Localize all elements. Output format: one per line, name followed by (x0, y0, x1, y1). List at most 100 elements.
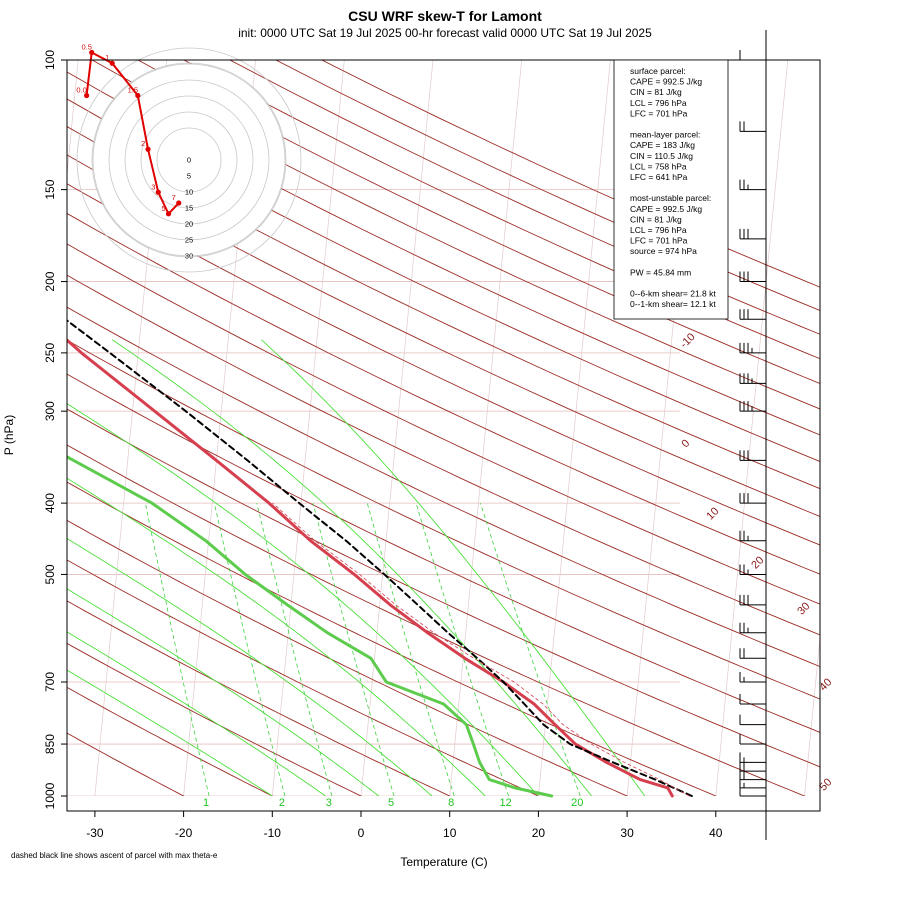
info-line: source = 974 hPa (630, 246, 697, 256)
wind-barb (739, 622, 766, 634)
moist-adiabat-line (67, 403, 539, 796)
clipped-background (67, 60, 900, 796)
x-tick-label: -10 (264, 826, 282, 840)
wind-barb (739, 564, 766, 575)
moist-adiabat-line (67, 538, 433, 796)
moist-adiabat-line (67, 669, 273, 796)
wind-barb (739, 752, 766, 763)
x-tick-label: 20 (532, 826, 546, 840)
info-line: LFC = 701 hPa (630, 108, 688, 118)
hodograph-ring-label: 10 (185, 188, 193, 197)
y-tick-label: 400 (43, 493, 57, 513)
isotherm-line (271, 60, 345, 796)
wind-barb (739, 648, 766, 659)
mixing-ratio-line (415, 502, 509, 796)
info-line: most-unstable parcel: (630, 193, 711, 203)
wind-barb (739, 714, 766, 726)
hodograph-point (84, 92, 90, 99)
hodograph-ring-label: 5 (187, 172, 191, 181)
mixing-ratio-line (480, 502, 581, 796)
x-axis-label: Temperature (C) (400, 855, 487, 869)
mixing-ratio-label: 8 (448, 797, 454, 809)
x-tick-label: 40 (709, 826, 723, 840)
info-line: LCL = 796 hPa (630, 98, 687, 108)
info-line: LCL = 796 hPa (630, 225, 687, 235)
dry-adiabat-line (67, 274, 820, 636)
y-tick-label: 500 (43, 564, 57, 584)
hodograph-ring (108, 79, 270, 241)
x-tick-label: 0 (358, 826, 365, 840)
wind-barb (739, 271, 766, 283)
hodograph-point (176, 200, 182, 206)
mixing-ratio-label: 3 (326, 797, 332, 809)
chart-title: CSU WRF skew-T for Lamont (348, 8, 542, 24)
wind-barb (739, 228, 766, 240)
y-axis-label: P (hPa) (2, 415, 16, 455)
isotherm-line (804, 634, 820, 796)
isotherm-line (893, 60, 900, 796)
mixing-ratio-line (366, 502, 455, 796)
hodograph-ring-label: 30 (185, 252, 193, 261)
wind-barb (739, 694, 766, 705)
hodograph-point (165, 211, 172, 217)
info-line: CIN = 81 J/kg (630, 214, 682, 224)
hodograph-ring-label: 15 (185, 204, 193, 213)
mixing-ratio-line (145, 503, 210, 796)
y-tick-label: 850 (43, 734, 57, 754)
hodograph-ring-label: 0 (187, 156, 191, 165)
dry-adiabat-line (67, 183, 820, 546)
mixing-ratio-line (312, 503, 395, 796)
isotherm-label: 10 (704, 505, 721, 522)
isotherm-label: 0 (679, 437, 692, 450)
y-tick-label: 1000 (43, 782, 57, 809)
wind-barb (739, 734, 766, 745)
info-line: CAPE = 992.5 J/kg (630, 204, 702, 214)
hodograph-ring (91, 62, 287, 258)
info-line: mean-layer parcel: (630, 130, 700, 140)
dry-adiabat-line (67, 686, 274, 796)
hodograph-point-label: 3 (151, 182, 155, 191)
hodograph-ring (156, 127, 222, 193)
x-tick-label: 10 (443, 826, 457, 840)
wind-barb (739, 594, 766, 606)
y-tick-label: 100 (43, 50, 57, 70)
dry-adiabat-line (67, 71, 820, 436)
moist-adiabat-line (261, 339, 646, 796)
info-line: CIN = 81 J/kg (630, 87, 682, 97)
dry-adiabat-line (67, 559, 540, 796)
dry-adiabat-line (67, 339, 820, 700)
wind-barb (739, 671, 766, 683)
hodograph-point-label: 5 (161, 204, 165, 213)
dry-adiabat-line (320, 60, 820, 288)
isotherm-label: -10 (678, 331, 698, 351)
hodograph-point-label: 1 (105, 53, 109, 62)
wind-barb (739, 50, 766, 61)
dry-adiabat-line (67, 373, 820, 733)
plot-frame (66, 59, 821, 812)
wind-barb (739, 373, 766, 384)
profile-lines (67, 319, 693, 798)
hodograph-ring-label: 20 (185, 220, 193, 229)
dry-adiabat-line (67, 642, 363, 796)
info-line: CAPE = 992.5 J/kg (630, 77, 702, 87)
hodograph-point-label: 7 (172, 193, 176, 202)
isotherm-line (538, 60, 611, 796)
dry-adiabat-line (183, 60, 820, 360)
hodograph-point (89, 49, 95, 56)
wind-barb (739, 493, 766, 504)
hodograph-ring (140, 111, 238, 209)
moist-adiabat-line (67, 588, 379, 796)
mixing-ratio-label: 1 (203, 797, 209, 809)
wind-barb (739, 530, 766, 542)
hodograph-ring-label: 25 (185, 236, 193, 245)
hodograph-point (155, 189, 161, 195)
dry-adiabat-line (67, 154, 820, 517)
hodograph-ring (124, 95, 254, 225)
info-line: LFC = 701 hPa (630, 236, 688, 246)
y-tick-label: 300 (43, 401, 57, 421)
isotherm-line (626, 60, 700, 796)
dry-adiabat-line (67, 481, 717, 796)
mixing-ratio-label: 5 (388, 797, 394, 809)
